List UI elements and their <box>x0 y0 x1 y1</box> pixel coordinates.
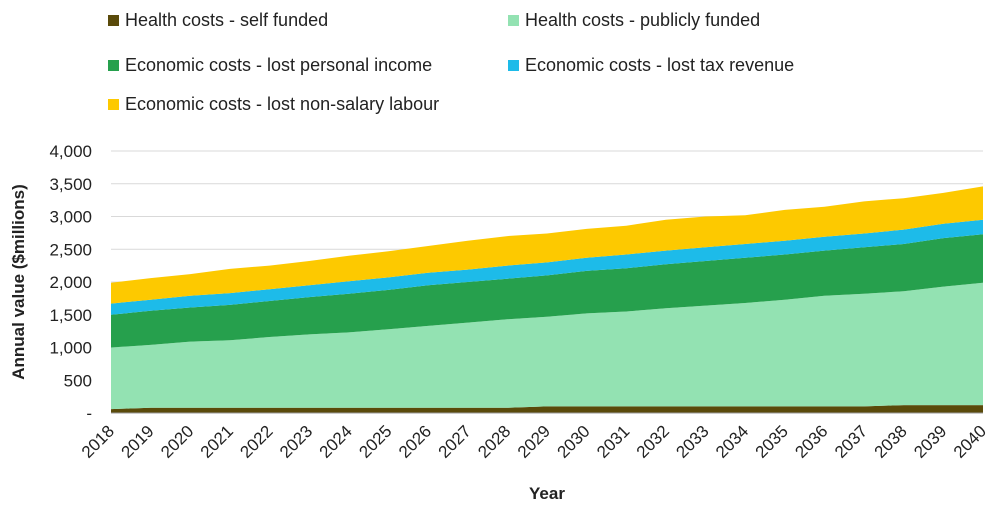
legend-item-self-funded: Health costs - self funded <box>108 10 328 31</box>
x-tick-label: 2024 <box>316 422 356 462</box>
x-tick-label: 2019 <box>118 422 158 462</box>
x-tick-label: 2040 <box>950 422 987 462</box>
legend-item-lost-non-salary-labour: Economic costs - lost non-salary labour <box>108 94 439 115</box>
x-tick-label: 2022 <box>236 422 276 462</box>
area-health-costs-publicly-funded <box>111 282 983 410</box>
legend-swatch <box>108 99 119 110</box>
x-tick-label: 2023 <box>276 422 316 462</box>
x-tick-label: 2035 <box>752 422 792 462</box>
legend-swatch <box>508 15 519 26</box>
legend-label: Health costs - publicly funded <box>525 10 761 30</box>
legend-label: Economic costs - lost personal income <box>125 55 433 75</box>
x-tick-label: 2030 <box>554 422 594 462</box>
y-tick-label: 4,000 <box>49 142 92 161</box>
x-tick-label: 2039 <box>910 422 950 462</box>
x-tick-label: 2028 <box>474 422 514 462</box>
x-tick-label: 2018 <box>78 422 118 462</box>
y-tick-label: 1,000 <box>49 339 92 358</box>
x-tick-label: 2026 <box>395 422 435 462</box>
y-tick-labels: - 500 1,000 1,500 2,000 2,500 3,000 3,500 4,000 <box>49 142 92 423</box>
x-tick-label: 2027 <box>435 422 475 462</box>
y-tick-label: 3,500 <box>49 175 92 194</box>
legend-swatch <box>508 60 519 71</box>
y-tick-label: 500 <box>64 371 92 390</box>
x-tick-label: 2020 <box>157 422 197 462</box>
x-tick-label: 2029 <box>514 422 554 462</box>
x-tick-label: 2032 <box>633 422 673 462</box>
y-axis-title: Annual value ($millions) <box>9 184 28 380</box>
area-economic-costs-lost-tax-revenue <box>111 219 983 315</box>
y-tick-label: - <box>86 404 92 423</box>
x-tick-label: 2038 <box>871 422 911 462</box>
legend: Health costs - self funded Health costs … <box>0 0 987 130</box>
x-tick-label: 2025 <box>355 422 395 462</box>
legend-label: Economic costs - lost tax revenue <box>525 55 795 75</box>
legend-item-lost-personal-income: Economic costs - lost personal income <box>108 55 432 76</box>
legend-label: Health costs - self funded <box>125 10 329 30</box>
y-tick-label: 2,500 <box>49 240 92 259</box>
x-tick-label: 2021 <box>197 422 237 462</box>
y-tick-label: 3,000 <box>49 208 92 227</box>
legend-item-publicly-funded: Health costs - publicly funded <box>508 10 760 31</box>
area-economic-costs-lost-non-salary-labour <box>111 186 983 304</box>
x-tick-label: 2033 <box>672 422 712 462</box>
x-tick-labels: 2018 2019 2020 2021 2022 2023 2024 2025 2026 2027… <box>78 422 987 462</box>
x-axis-title: Year <box>529 484 565 503</box>
y-tick-label: 1,500 <box>49 306 92 325</box>
legend-label: Economic costs - lost non-salary labour <box>125 94 440 114</box>
x-tick-label: 2036 <box>791 422 831 462</box>
area-series <box>111 186 983 413</box>
area-economic-costs-lost-personal-income <box>111 234 983 348</box>
legend-item-lost-tax-revenue: Economic costs - lost tax revenue <box>508 55 794 76</box>
legend-swatch <box>108 15 119 26</box>
x-tick-label: 2031 <box>593 422 633 462</box>
y-tick-label: 2,000 <box>49 273 92 292</box>
x-tick-label: 2037 <box>831 422 871 462</box>
legend-swatch <box>108 60 119 71</box>
x-tick-label: 2034 <box>712 422 752 462</box>
area-health-costs-self-funded <box>111 405 983 413</box>
